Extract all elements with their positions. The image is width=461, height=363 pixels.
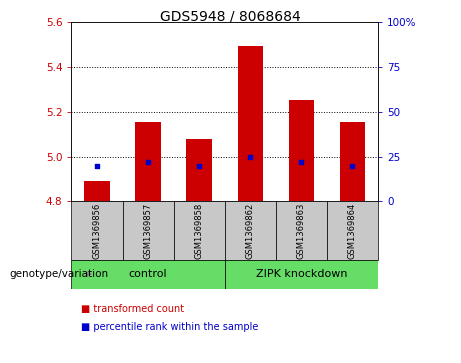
Text: GSM1369856: GSM1369856 <box>93 203 101 258</box>
Point <box>93 163 100 168</box>
Bar <box>71 260 225 289</box>
Bar <box>225 260 378 289</box>
Text: GSM1369862: GSM1369862 <box>246 203 255 258</box>
Text: GSM1369863: GSM1369863 <box>297 202 306 259</box>
Point <box>144 159 152 165</box>
Text: GSM1369858: GSM1369858 <box>195 203 204 258</box>
Bar <box>289 101 314 201</box>
Text: ■ percentile rank within the sample: ■ percentile rank within the sample <box>81 322 258 332</box>
Point <box>349 163 356 168</box>
Bar <box>340 122 365 201</box>
Bar <box>123 201 174 260</box>
Text: ■ transformed count: ■ transformed count <box>81 303 184 314</box>
Point <box>298 159 305 165</box>
Text: GSM1369857: GSM1369857 <box>143 203 153 258</box>
Bar <box>186 139 212 201</box>
Text: genotype/variation: genotype/variation <box>9 269 108 279</box>
Bar <box>71 201 123 260</box>
Bar <box>84 181 110 201</box>
Point <box>195 163 203 168</box>
Bar <box>225 201 276 260</box>
Bar <box>276 201 327 260</box>
Bar <box>327 201 378 260</box>
Point <box>247 154 254 159</box>
Text: GSM1369864: GSM1369864 <box>348 203 357 258</box>
Text: control: control <box>129 269 167 279</box>
Text: ZIPK knockdown: ZIPK knockdown <box>256 269 347 279</box>
Bar <box>237 46 263 201</box>
Bar <box>136 122 161 201</box>
Text: GDS5948 / 8068684: GDS5948 / 8068684 <box>160 9 301 23</box>
Bar <box>174 201 225 260</box>
